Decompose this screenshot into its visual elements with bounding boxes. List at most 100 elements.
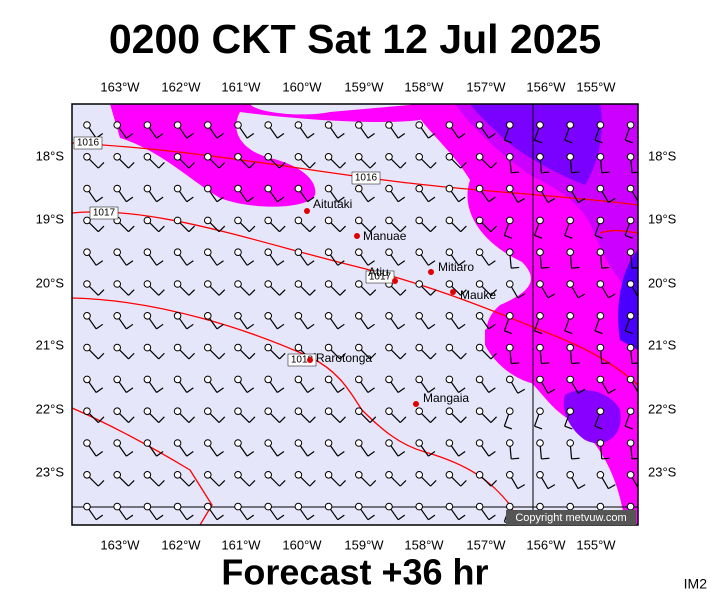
barb-station <box>83 343 91 352</box>
barb-station <box>355 343 363 352</box>
barb-station <box>536 280 544 288</box>
barb-feather <box>97 225 105 233</box>
barb-station <box>143 312 152 320</box>
barb-station <box>385 153 393 161</box>
barb-feather <box>367 387 375 393</box>
barb-feather <box>128 352 135 360</box>
barb-feather <box>277 387 285 393</box>
barb-station <box>264 375 273 384</box>
barb-feather <box>216 514 224 521</box>
barb-station <box>626 153 635 161</box>
barb-feather <box>369 225 377 233</box>
barb-station <box>415 184 424 193</box>
barb-feather <box>490 162 497 169</box>
longitude-labels: 163°W 163°W 162°W 162°W 161°W 161°W 160°W 160°W… <box>100 79 616 552</box>
barb-station <box>324 312 333 320</box>
barb-feather <box>126 133 134 139</box>
barb-station <box>566 471 575 479</box>
barb-station <box>626 121 635 129</box>
island-label: Aitutaki <box>313 197 352 211</box>
latitude-label: 19°S <box>648 211 677 226</box>
barb-feather <box>397 196 406 203</box>
barb-station <box>113 153 121 161</box>
barb-station <box>204 439 212 447</box>
barb-station <box>596 375 605 384</box>
barb-feather <box>488 387 496 393</box>
barb-station <box>234 280 242 288</box>
barb-feather <box>428 196 436 203</box>
barb-station <box>173 216 182 225</box>
barb-feather <box>504 330 513 335</box>
barb-station <box>475 121 484 129</box>
barb-station <box>596 471 605 479</box>
barb-feather <box>279 225 286 233</box>
barb-feather <box>95 323 104 330</box>
latitude-labels: 18°S 18°S 19°S 19°S 20°S 20°S 21°S 21°S 22°S 22°S… <box>36 148 677 479</box>
barb-feather <box>460 162 467 169</box>
barb-station <box>506 439 514 447</box>
barb-station <box>264 343 273 352</box>
barb-station <box>506 407 514 416</box>
barb-station <box>596 280 605 288</box>
barb-station <box>113 502 121 511</box>
barb-station <box>415 471 424 479</box>
barb-feather <box>594 234 603 239</box>
barb-station <box>234 184 242 193</box>
longitude-label: 158°W <box>404 537 444 552</box>
longitude-label: 161°W <box>221 79 261 94</box>
barb-station <box>566 312 575 320</box>
barb-feather <box>624 330 633 335</box>
barb-station <box>143 375 152 384</box>
barb-station <box>385 343 393 352</box>
barb-feather <box>517 197 526 203</box>
barb-station <box>475 471 484 479</box>
longitude-label: 159°W <box>344 79 384 94</box>
barb-station <box>173 121 182 129</box>
barb-feather <box>158 162 165 169</box>
barb-feather <box>158 352 165 360</box>
barb-feather <box>188 352 195 360</box>
barb-station <box>173 153 182 161</box>
barb-station <box>415 407 424 416</box>
barb-station <box>445 248 454 256</box>
barb-station <box>324 280 333 288</box>
latitude-label: 21°S <box>36 337 65 352</box>
barb-station <box>234 471 242 479</box>
barb-feather <box>624 425 633 430</box>
barb-station <box>596 216 605 225</box>
barb-station <box>143 502 152 511</box>
barb-station <box>596 407 605 416</box>
barb-feather <box>246 451 255 457</box>
barb-feather <box>397 323 406 330</box>
barb-station <box>294 184 303 193</box>
barb-feather <box>541 171 550 174</box>
barb-feather <box>97 480 105 487</box>
barb-station <box>173 343 182 352</box>
isobar <box>72 297 521 525</box>
barb-station <box>83 121 91 129</box>
barb-station <box>596 312 605 320</box>
barb-feather <box>428 133 436 139</box>
barb-station <box>113 121 121 129</box>
precip-area <box>563 390 621 444</box>
barb-feather <box>517 293 526 299</box>
barb-feather <box>397 514 406 521</box>
barb-feather <box>541 457 550 460</box>
barb-feather <box>186 387 194 393</box>
barb-station <box>173 502 182 511</box>
barb-feather <box>95 260 104 266</box>
barb-feather <box>309 480 316 487</box>
barb-station <box>234 121 242 129</box>
barb-station <box>294 407 303 416</box>
barb-station <box>415 375 424 384</box>
barb-station <box>294 121 303 129</box>
barb-feather <box>369 480 377 487</box>
barb-station <box>294 471 303 479</box>
barb-feather <box>460 289 467 296</box>
barb-feather <box>534 139 543 144</box>
barb-station <box>113 248 121 256</box>
barb-station <box>234 248 242 256</box>
barb-station <box>324 216 333 225</box>
longitude-label: 157°W <box>466 537 506 552</box>
barb-feather <box>307 133 315 139</box>
